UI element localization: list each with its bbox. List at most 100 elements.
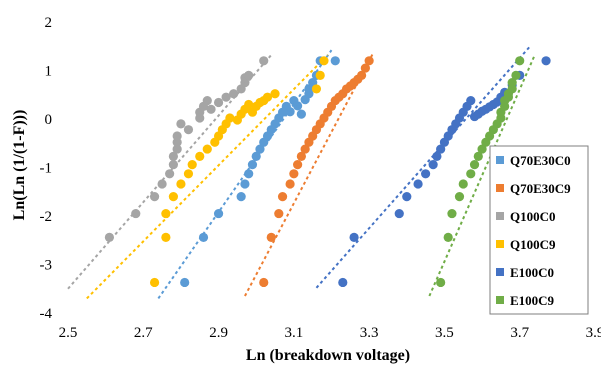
y-tick-label: -1 (40, 161, 53, 177)
x-tick-label: 3.3 (360, 325, 379, 341)
y-tick-label: -3 (40, 258, 53, 274)
data-point (213, 208, 224, 219)
data-point (360, 63, 370, 73)
y-tick-label: 1 (45, 64, 53, 80)
data-point (447, 208, 457, 219)
y-axis-title: Ln(Ln (1/(1-F))) (11, 110, 28, 221)
data-point (149, 277, 160, 288)
x-tick-label: 3.9 (586, 325, 601, 341)
data-point (259, 277, 269, 288)
legend-label: E100C0 (510, 265, 554, 280)
data-point (183, 169, 194, 179)
data-point (198, 232, 209, 242)
legend-swatch (496, 212, 504, 220)
data-point (357, 70, 367, 80)
data-point (436, 144, 446, 154)
data-point (180, 277, 190, 288)
x-axis-title: Ln (breakdown voltage) (246, 347, 410, 364)
data-point (349, 232, 359, 242)
data-point (225, 113, 235, 123)
data-point (213, 97, 224, 108)
data-point (172, 144, 182, 154)
data-point (315, 70, 325, 80)
data-point (458, 179, 468, 189)
data-point (187, 159, 197, 170)
y-tick-label: 0 (45, 112, 53, 128)
data-point (274, 208, 284, 219)
series-q100c9 (149, 56, 329, 288)
data-point (394, 208, 404, 219)
legend-swatch (496, 296, 504, 304)
trendlines-layer (67, 44, 536, 300)
x-tick-label: 3.1 (284, 325, 303, 341)
data-point (172, 137, 182, 147)
data-point (172, 131, 182, 141)
data-point (402, 192, 412, 202)
legend-swatch (496, 268, 504, 276)
data-point (364, 56, 374, 66)
data-point (413, 179, 423, 189)
legend-label: Q100C9 (510, 237, 556, 252)
data-point (454, 192, 465, 202)
x-tick-label: 2.5 (59, 325, 78, 341)
data-point (168, 151, 178, 161)
data-point (131, 208, 141, 219)
legend-label: Q70E30C9 (510, 181, 571, 196)
data-point (176, 179, 186, 189)
y-tick-label: -4 (40, 306, 53, 322)
data-point (428, 159, 438, 170)
data-point (289, 169, 299, 179)
data-point (466, 95, 476, 106)
x-tick-label: 2.7 (134, 325, 153, 341)
points-layer (104, 56, 551, 288)
series-e100c9 (436, 56, 525, 288)
series-q100c0 (104, 56, 269, 242)
data-point (296, 109, 306, 119)
legend-label: E100C9 (510, 293, 555, 308)
data-point (255, 144, 265, 154)
data-point (165, 169, 175, 179)
legend-swatch (496, 184, 504, 192)
data-point (507, 84, 517, 94)
data-point (244, 169, 254, 179)
data-point (285, 107, 295, 117)
data-point (259, 56, 269, 66)
data-point (202, 95, 212, 106)
x-tick-label: 3.7 (510, 325, 529, 341)
data-point (477, 144, 487, 154)
data-point (161, 208, 171, 219)
data-point (300, 144, 310, 154)
legend-label: Q70E30C0 (510, 153, 571, 168)
legend-swatch (496, 156, 504, 164)
data-point (195, 151, 205, 161)
data-point (469, 159, 480, 170)
data-point (443, 232, 453, 242)
data-point (511, 70, 521, 80)
data-point (266, 232, 276, 242)
legend: Q70E30C0 Q70E30C9 Q100C0 Q100C9 E100C0 E100C9 (489, 145, 589, 315)
y-tick-label: -2 (40, 209, 53, 225)
data-point (176, 119, 186, 129)
series-q70e30c0 (180, 56, 340, 288)
data-point (168, 159, 178, 170)
data-point (311, 84, 322, 94)
data-point (221, 92, 231, 102)
data-point (466, 169, 476, 179)
data-point (104, 232, 115, 242)
data-point (507, 78, 517, 88)
x-tick-label: 2.9 (209, 325, 228, 341)
data-point (244, 70, 254, 80)
data-point (262, 92, 273, 102)
y-tick-label: 2 (45, 15, 53, 31)
data-point (436, 277, 446, 288)
data-point (149, 192, 160, 202)
data-point (202, 144, 212, 154)
trendline-q70e30c9 (244, 53, 374, 297)
series-q70e30c9 (259, 56, 374, 288)
data-point (244, 99, 254, 110)
data-point (240, 179, 250, 189)
legend-box (489, 145, 589, 315)
data-point (168, 192, 178, 202)
data-point (296, 151, 306, 161)
